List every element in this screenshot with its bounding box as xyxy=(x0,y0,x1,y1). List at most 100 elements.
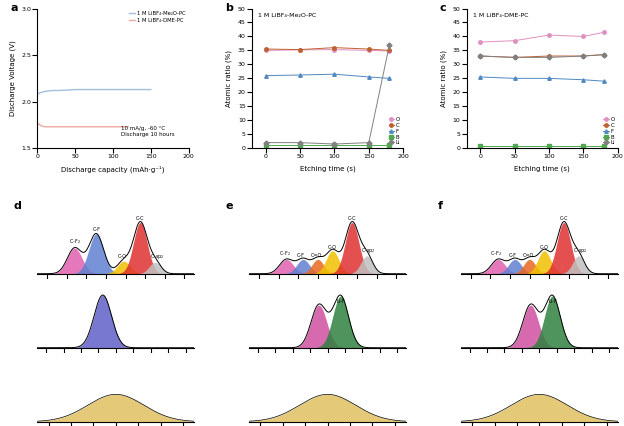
1 M LiBF₄-Me₂O-PC xyxy=(102,87,109,92)
C xyxy=(477,53,484,58)
O xyxy=(545,32,553,37)
1 M LiBF₄-Me₂O-PC xyxy=(37,90,45,95)
Y-axis label: Atomic ratio (%): Atomic ratio (%) xyxy=(226,50,232,107)
B xyxy=(386,143,393,148)
B xyxy=(580,144,587,149)
F xyxy=(545,76,553,81)
B xyxy=(296,143,304,148)
Line: O: O xyxy=(264,48,391,53)
O xyxy=(365,48,373,53)
C xyxy=(545,53,553,58)
Text: C-F$_2$: C-F$_2$ xyxy=(278,250,290,259)
Text: C-C: C-C xyxy=(136,216,145,221)
1 M LiBF₄-DME-PC xyxy=(41,124,49,130)
B xyxy=(365,143,373,148)
F xyxy=(296,72,304,78)
Text: 10 mA/g, -60 °C
Discharge 10 hours: 10 mA/g, -60 °C Discharge 10 hours xyxy=(120,126,174,137)
1 M LiBF₄-DME-PC xyxy=(102,124,109,130)
F xyxy=(580,77,587,82)
Text: C-F: C-F xyxy=(509,253,517,259)
Line: C: C xyxy=(479,53,606,59)
Y-axis label: Discharge Voltage (V): Discharge Voltage (V) xyxy=(9,40,16,116)
O xyxy=(296,47,304,52)
Text: e: e xyxy=(226,201,233,211)
Text: C-F: C-F xyxy=(297,253,305,259)
Legend: O, C, F, B, Li: O, C, F, B, Li xyxy=(389,117,401,145)
O xyxy=(580,34,587,39)
Text: f: f xyxy=(437,201,442,211)
Line: B: B xyxy=(264,144,391,147)
F xyxy=(600,79,608,84)
1 M LiBF₄-DME-PC xyxy=(117,124,124,130)
1 M LiBF₄-Me₂O-PC xyxy=(132,87,139,92)
Line: F: F xyxy=(264,72,391,80)
C xyxy=(580,53,587,58)
Text: d: d xyxy=(14,201,22,211)
B xyxy=(511,144,519,149)
Text: C-O: C-O xyxy=(118,254,127,259)
C xyxy=(262,46,270,52)
Line: Li: Li xyxy=(264,43,391,146)
C xyxy=(365,46,373,52)
Li xyxy=(545,55,553,60)
Text: C=O: C=O xyxy=(311,253,323,259)
1 M LiBF₄-Me₂O-PC xyxy=(34,92,41,97)
Line: C: C xyxy=(264,46,391,52)
1 M LiBF₄-Me₂O-PC xyxy=(117,87,124,92)
Text: C-F$_2$: C-F$_2$ xyxy=(69,237,80,246)
1 M LiBF₄-DME-PC xyxy=(87,124,94,130)
C xyxy=(386,48,393,53)
1 M LiBF₄-Me₂O-PC xyxy=(87,87,94,92)
B xyxy=(600,144,608,149)
B xyxy=(331,143,338,148)
Text: C-C: C-C xyxy=(560,216,568,221)
F xyxy=(331,72,338,77)
B xyxy=(477,144,484,149)
Li xyxy=(580,53,587,58)
Line: F: F xyxy=(479,75,606,83)
Line: 1 M LiBF₄-DME-PC: 1 M LiBF₄-DME-PC xyxy=(37,123,128,127)
1 M LiBF₄-Me₂O-PC xyxy=(49,88,56,93)
Li xyxy=(386,42,393,47)
O xyxy=(386,49,393,54)
F xyxy=(365,75,373,80)
B xyxy=(545,144,553,149)
Text: a: a xyxy=(10,3,17,13)
Text: C-F: C-F xyxy=(92,227,100,232)
Text: C-O: C-O xyxy=(328,245,337,250)
Text: C-sp$_2$: C-sp$_2$ xyxy=(361,246,376,255)
Text: C-sp$_2$: C-sp$_2$ xyxy=(573,246,588,255)
Text: C-sp$_2$: C-sp$_2$ xyxy=(150,252,164,261)
O xyxy=(331,47,338,52)
Line: 1 M LiBF₄-Me₂O-PC: 1 M LiBF₄-Me₂O-PC xyxy=(37,89,151,94)
F xyxy=(386,76,393,81)
C xyxy=(600,52,608,57)
1 M LiBF₄-Me₂O-PC xyxy=(56,88,64,93)
O xyxy=(600,30,608,35)
C xyxy=(331,45,338,50)
Y-axis label: Atomic ratio (%): Atomic ratio (%) xyxy=(441,50,447,107)
F xyxy=(477,75,484,80)
Li xyxy=(296,140,304,145)
Text: b: b xyxy=(225,3,233,13)
B xyxy=(262,143,270,148)
1 M LiBF₄-DME-PC xyxy=(72,124,79,130)
Text: C-F$_2$: C-F$_2$ xyxy=(490,250,502,259)
Text: C=O: C=O xyxy=(523,253,534,259)
F xyxy=(262,73,270,78)
Legend: 1 M LiBF₄-Me₂O-PC, 1 M LiBF₄-DME-PC: 1 M LiBF₄-Me₂O-PC, 1 M LiBF₄-DME-PC xyxy=(129,11,186,23)
Line: B: B xyxy=(479,144,606,148)
X-axis label: Discharge capacity (mAh·g⁻¹): Discharge capacity (mAh·g⁻¹) xyxy=(61,165,165,173)
Text: 1 M LiBF₄-Me₂O-PC: 1 M LiBF₄-Me₂O-PC xyxy=(258,13,316,18)
Li xyxy=(600,52,608,57)
Text: C-C: C-C xyxy=(348,216,356,221)
Li xyxy=(331,141,338,147)
X-axis label: Etching time (s): Etching time (s) xyxy=(300,165,356,172)
O xyxy=(262,48,270,53)
Li xyxy=(262,140,270,145)
O xyxy=(511,38,519,43)
Li xyxy=(511,55,519,60)
1 M LiBF₄-Me₂O-PC xyxy=(72,87,79,92)
1 M LiBF₄-Me₂O-PC xyxy=(147,87,155,92)
Text: 1 M LiBF₄-DME-PC: 1 M LiBF₄-DME-PC xyxy=(473,13,528,18)
